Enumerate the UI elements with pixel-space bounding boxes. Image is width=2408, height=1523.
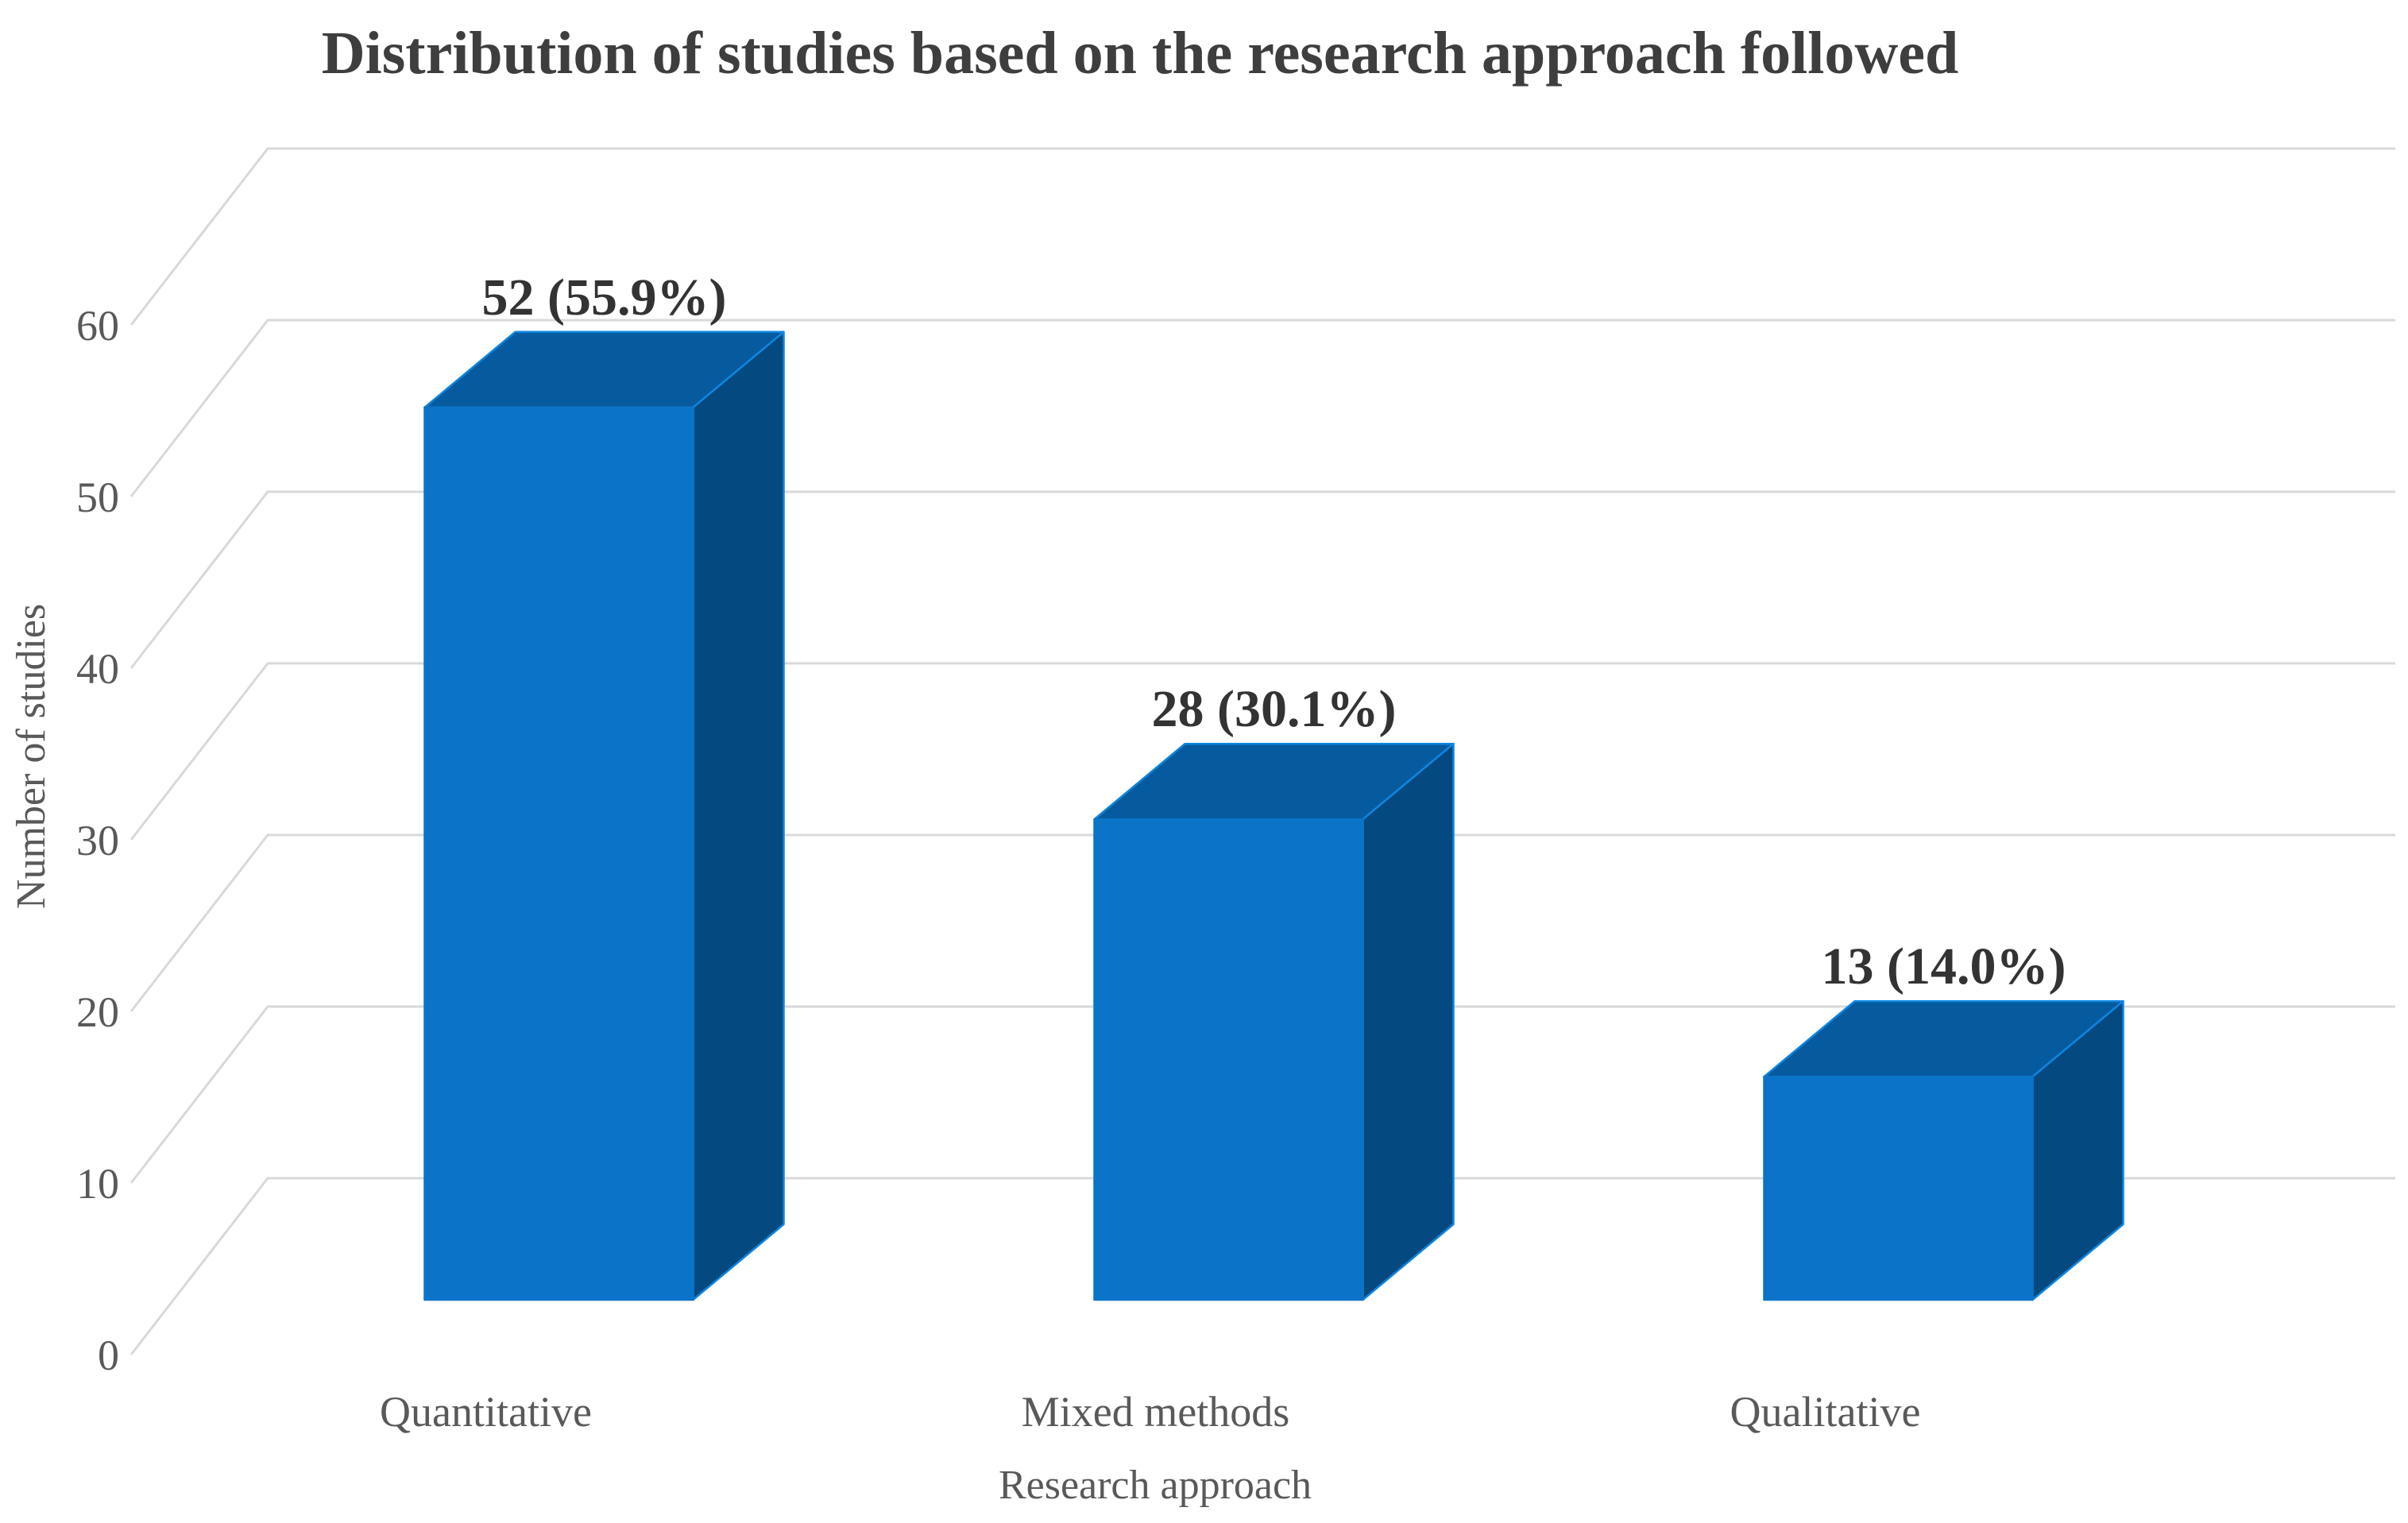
y-tick-label-0: 0 xyxy=(98,1332,119,1379)
gridline-10 xyxy=(129,1005,2395,1184)
bar-qualitative xyxy=(1763,999,2124,1301)
bar-value-label-mixed-methods: 28 (30.1%) xyxy=(1152,680,1397,738)
x-category-label-quantitative: Quantitative xyxy=(380,1388,592,1436)
gridline-20 xyxy=(129,833,2395,1012)
y-tick-label-60: 60 xyxy=(76,302,119,350)
bar-side-face xyxy=(1362,742,1455,1301)
gridline-40 xyxy=(129,490,2395,669)
y-tick-label-30: 30 xyxy=(76,817,119,864)
gridlines-layer xyxy=(129,147,2395,1355)
y-tick-labels-layer: 0 10 20 30 40 50 60 xyxy=(76,302,119,1379)
y-tick-label-10: 10 xyxy=(76,1160,119,1208)
labels-layer: 52 (55.9%) Quantitative 28 (30.1%) Mixed me… xyxy=(380,269,2066,1436)
gridline-0 xyxy=(129,1177,2395,1355)
y-axis-title: Number of studies xyxy=(9,604,54,909)
x-axis-title: Research approach xyxy=(999,1463,1312,1508)
gridline-30 xyxy=(129,662,2395,841)
gridline-50 xyxy=(129,319,2395,497)
x-category-label-qualitative: Qualitative xyxy=(1730,1388,1921,1436)
bar-quantitative xyxy=(423,330,785,1301)
gridline-60 xyxy=(129,147,2395,326)
bar-mixed-methods xyxy=(1093,742,1455,1301)
y-tick-label-20: 20 xyxy=(76,988,119,1036)
bar-front-face xyxy=(1093,818,1364,1301)
bar-front-face xyxy=(423,406,694,1301)
x-category-label-mixed-methods: Mixed methods xyxy=(1022,1388,1289,1436)
bars-layer xyxy=(423,330,2124,1301)
bar-side-face xyxy=(692,330,785,1301)
bar-value-label-quantitative: 52 (55.9%) xyxy=(482,269,727,327)
bar-front-face xyxy=(1763,1075,2034,1301)
y-tick-label-50: 50 xyxy=(76,474,119,521)
bar-value-label-qualitative: 13 (14.0%) xyxy=(1822,937,2066,995)
y-tick-label-40: 40 xyxy=(76,645,119,693)
chart-title: Distribution of studies based on the res… xyxy=(322,20,1959,87)
